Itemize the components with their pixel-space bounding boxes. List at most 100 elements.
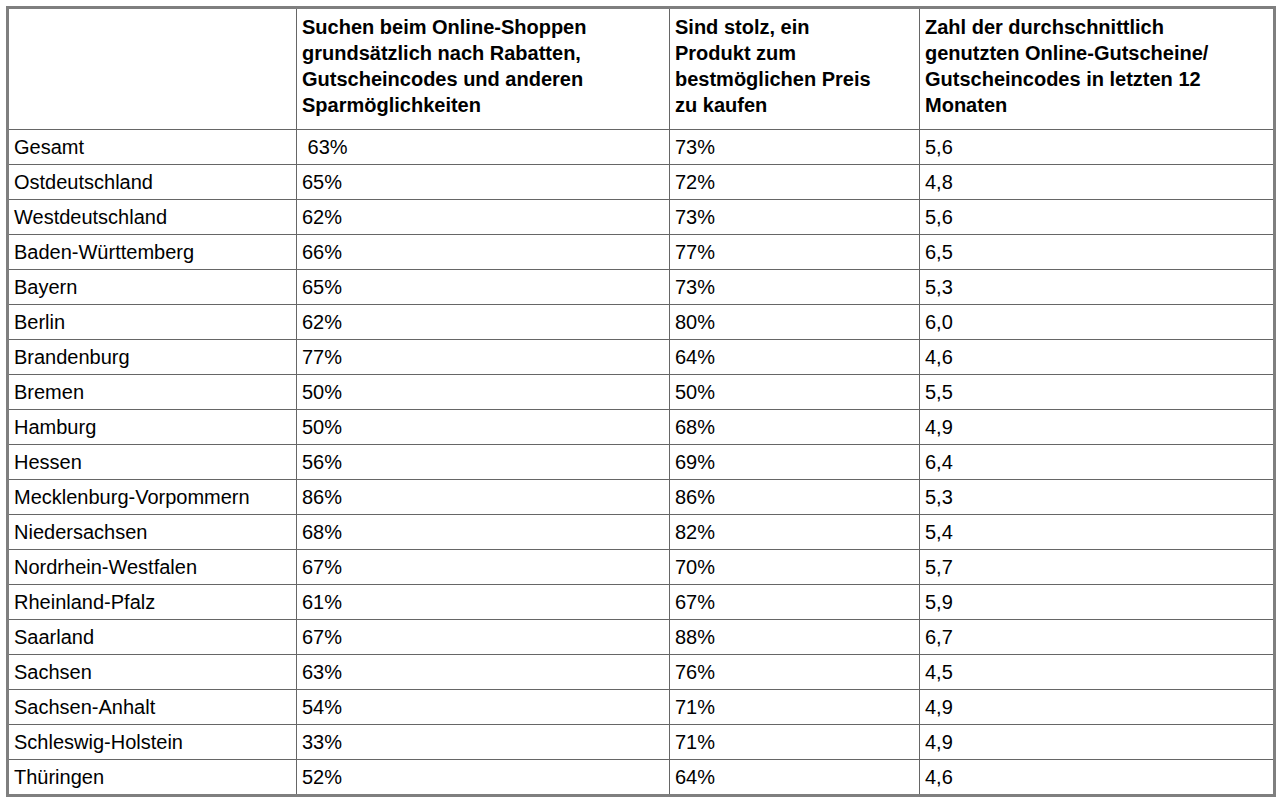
value-cell-discount-seeking: 67% [297, 620, 670, 655]
statistics-table: Suchen beim Online-Shoppen grundsätzlich… [6, 6, 1276, 797]
region-cell: Sachsen [8, 655, 297, 690]
value-cell-discount-seeking: 68% [297, 515, 670, 550]
table-row: Nordrhein-Westfalen67%70%5,7 [8, 550, 1275, 585]
table-row: Sachsen63%76%4,5 [8, 655, 1275, 690]
region-cell: Sachsen-Anhalt [8, 690, 297, 725]
table-row: Brandenburg77%64%4,6 [8, 340, 1275, 375]
region-cell: Thüringen [8, 760, 297, 796]
value-cell-proud-best-price: 73% [670, 200, 920, 235]
region-cell: Rheinland-Pfalz [8, 585, 297, 620]
table-row: Niedersachsen68%82%5,4 [8, 515, 1275, 550]
table-row: Sachsen-Anhalt54%71%4,9 [8, 690, 1275, 725]
value-cell-proud-best-price: 73% [670, 130, 920, 165]
table-row: Westdeutschland62%73%5,6 [8, 200, 1275, 235]
value-cell-avg-vouchers: 5,6 [920, 130, 1275, 165]
value-cell-avg-vouchers: 4,9 [920, 690, 1275, 725]
statistics-table-container: Suchen beim Online-Shoppen grundsätzlich… [6, 6, 1276, 797]
value-cell-proud-best-price: 88% [670, 620, 920, 655]
table-row: Mecklenburg-Vorpommern86%86%5,3 [8, 480, 1275, 515]
column-header-region [8, 8, 297, 130]
value-cell-discount-seeking: 56% [297, 445, 670, 480]
value-cell-avg-vouchers: 6,7 [920, 620, 1275, 655]
value-cell-proud-best-price: 67% [670, 585, 920, 620]
table-row: Saarland67%88%6,7 [8, 620, 1275, 655]
value-cell-avg-vouchers: 5,4 [920, 515, 1275, 550]
value-cell-avg-vouchers: 5,3 [920, 480, 1275, 515]
region-cell: Bremen [8, 375, 297, 410]
value-cell-discount-seeking: 61% [297, 585, 670, 620]
region-cell: Ostdeutschland [8, 165, 297, 200]
value-cell-discount-seeking: 50% [297, 410, 670, 445]
header-row: Suchen beim Online-Shoppen grundsätzlich… [8, 8, 1275, 130]
table-row: Thüringen52%64%4,6 [8, 760, 1275, 796]
value-cell-proud-best-price: 50% [670, 375, 920, 410]
table-row: Ostdeutschland65%72%4,8 [8, 165, 1275, 200]
region-cell: Saarland [8, 620, 297, 655]
value-cell-proud-best-price: 64% [670, 340, 920, 375]
value-cell-proud-best-price: 82% [670, 515, 920, 550]
table-row: Rheinland-Pfalz61%67%5,9 [8, 585, 1275, 620]
value-cell-discount-seeking: 66% [297, 235, 670, 270]
region-cell: Gesamt [8, 130, 297, 165]
value-cell-proud-best-price: 64% [670, 760, 920, 796]
region-cell: Bayern [8, 270, 297, 305]
table-row: Berlin62%80%6,0 [8, 305, 1275, 340]
value-cell-avg-vouchers: 4,5 [920, 655, 1275, 690]
value-cell-proud-best-price: 77% [670, 235, 920, 270]
value-cell-avg-vouchers: 4,8 [920, 165, 1275, 200]
region-cell: Westdeutschland [8, 200, 297, 235]
value-cell-discount-seeking: 62% [297, 305, 670, 340]
value-cell-discount-seeking: 63% [297, 130, 670, 165]
region-cell: Mecklenburg-Vorpommern [8, 480, 297, 515]
value-cell-avg-vouchers: 6,5 [920, 235, 1275, 270]
value-cell-avg-vouchers: 5,3 [920, 270, 1275, 305]
value-cell-proud-best-price: 71% [670, 725, 920, 760]
value-cell-discount-seeking: 65% [297, 270, 670, 305]
value-cell-avg-vouchers: 6,0 [920, 305, 1275, 340]
table-row: Hessen56%69%6,4 [8, 445, 1275, 480]
value-cell-avg-vouchers: 4,9 [920, 725, 1275, 760]
table-row: Bayern65%73%5,3 [8, 270, 1275, 305]
value-cell-avg-vouchers: 5,9 [920, 585, 1275, 620]
region-cell: Niedersachsen [8, 515, 297, 550]
value-cell-proud-best-price: 68% [670, 410, 920, 445]
value-cell-avg-vouchers: 4,9 [920, 410, 1275, 445]
value-cell-discount-seeking: 54% [297, 690, 670, 725]
region-cell: Schleswig-Holstein [8, 725, 297, 760]
value-cell-discount-seeking: 77% [297, 340, 670, 375]
value-cell-discount-seeking: 33% [297, 725, 670, 760]
column-header-proud-best-price: Sind stolz, ein Produkt zum bestmögliche… [670, 8, 920, 130]
table-row: Baden-Württemberg66%77%6,5 [8, 235, 1275, 270]
region-cell: Baden-Württemberg [8, 235, 297, 270]
value-cell-discount-seeking: 65% [297, 165, 670, 200]
value-cell-proud-best-price: 72% [670, 165, 920, 200]
region-cell: Nordrhein-Westfalen [8, 550, 297, 585]
value-cell-proud-best-price: 70% [670, 550, 920, 585]
value-cell-discount-seeking: 52% [297, 760, 670, 796]
value-cell-avg-vouchers: 4,6 [920, 340, 1275, 375]
region-cell: Hessen [8, 445, 297, 480]
region-cell: Brandenburg [8, 340, 297, 375]
value-cell-proud-best-price: 73% [670, 270, 920, 305]
value-cell-discount-seeking: 86% [297, 480, 670, 515]
column-header-discount-seeking: Suchen beim Online-Shoppen grundsätzlich… [297, 8, 670, 130]
value-cell-avg-vouchers: 5,7 [920, 550, 1275, 585]
value-cell-proud-best-price: 80% [670, 305, 920, 340]
value-cell-avg-vouchers: 6,4 [920, 445, 1275, 480]
table-row: Hamburg50%68%4,9 [8, 410, 1275, 445]
region-cell: Hamburg [8, 410, 297, 445]
value-cell-proud-best-price: 76% [670, 655, 920, 690]
column-header-avg-vouchers: Zahl der durchschnittlich genutzten Onli… [920, 8, 1275, 130]
table-row: Gesamt 63%73%5,6 [8, 130, 1275, 165]
value-cell-avg-vouchers: 5,6 [920, 200, 1275, 235]
value-cell-avg-vouchers: 5,5 [920, 375, 1275, 410]
value-cell-proud-best-price: 71% [670, 690, 920, 725]
value-cell-discount-seeking: 62% [297, 200, 670, 235]
table-row: Schleswig-Holstein33%71%4,9 [8, 725, 1275, 760]
value-cell-avg-vouchers: 4,6 [920, 760, 1275, 796]
value-cell-proud-best-price: 86% [670, 480, 920, 515]
value-cell-proud-best-price: 69% [670, 445, 920, 480]
value-cell-discount-seeking: 67% [297, 550, 670, 585]
value-cell-discount-seeking: 50% [297, 375, 670, 410]
region-cell: Berlin [8, 305, 297, 340]
